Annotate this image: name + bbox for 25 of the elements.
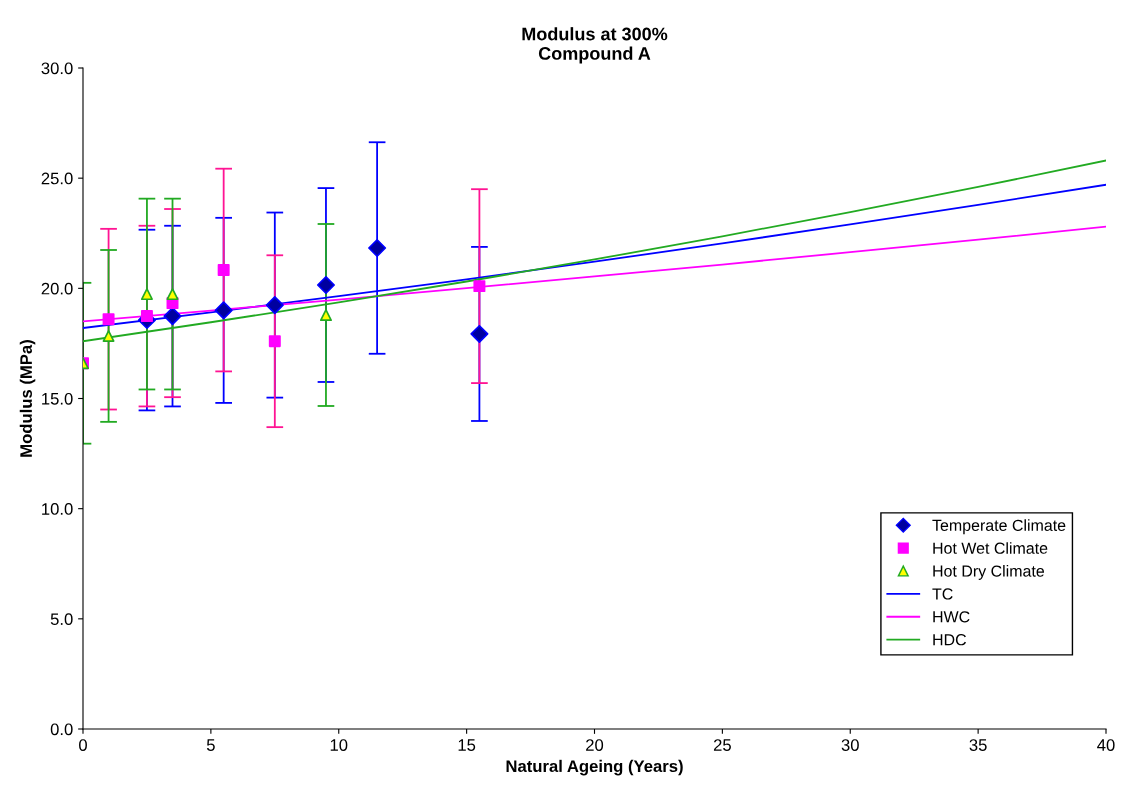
y-tick-label: 20.0 [41,282,73,295]
x-axis-title: Natural Ageing (Years) [506,759,683,776]
x-tick-label: 40 [1097,739,1115,751]
y-tick-label: 10.0 [42,503,73,515]
legend-label: Hot Wet Climate [933,542,1048,554]
x-tick-label: 0 [79,739,87,751]
x-tick-label: 35 [969,739,987,751]
x-tick-label: 30 [841,739,859,751]
legend-label: HDC [933,634,967,646]
x-tick-label: 5 [206,739,215,751]
legend-label: HWC [933,611,970,623]
y-axis-title: Modulus (MPa) [19,340,36,457]
y-tick-label: 30.0 [41,62,73,75]
legend-label: Hot Dry Climate [933,565,1045,580]
chart-title: Modulus at 300% Compound A [522,27,668,64]
x-tick-label: 15 [458,739,476,751]
x-tick-label: 25 [713,739,731,751]
x-tick-label: 20 [586,739,604,751]
y-tick-label: 25.0 [41,172,73,185]
y-tick-label: 0.0 [50,723,73,736]
y-tick-label: 5.0 [50,613,73,626]
legend-label: Temperate Climate [932,519,1066,535]
legend-label: TC [932,588,953,600]
x-tick-label: 10 [330,739,348,751]
y-tick-label: 15.0 [42,392,73,405]
